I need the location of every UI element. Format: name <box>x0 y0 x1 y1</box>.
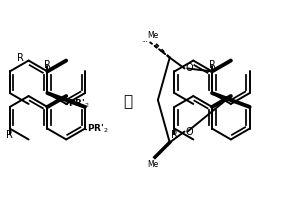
Text: Me: Me <box>147 31 159 40</box>
Text: PR'$_2$: PR'$_2$ <box>87 122 109 135</box>
Text: R: R <box>208 60 215 70</box>
Text: R: R <box>171 130 178 140</box>
Text: ···: ··· <box>141 39 148 45</box>
Text: PR'$_2$: PR'$_2$ <box>68 98 90 110</box>
Text: R: R <box>17 53 24 63</box>
Text: R: R <box>44 60 51 70</box>
Text: O: O <box>186 63 193 73</box>
Text: R: R <box>6 130 13 140</box>
Text: 或: 或 <box>123 94 132 109</box>
Text: Me: Me <box>147 160 159 169</box>
Text: O: O <box>186 127 193 137</box>
